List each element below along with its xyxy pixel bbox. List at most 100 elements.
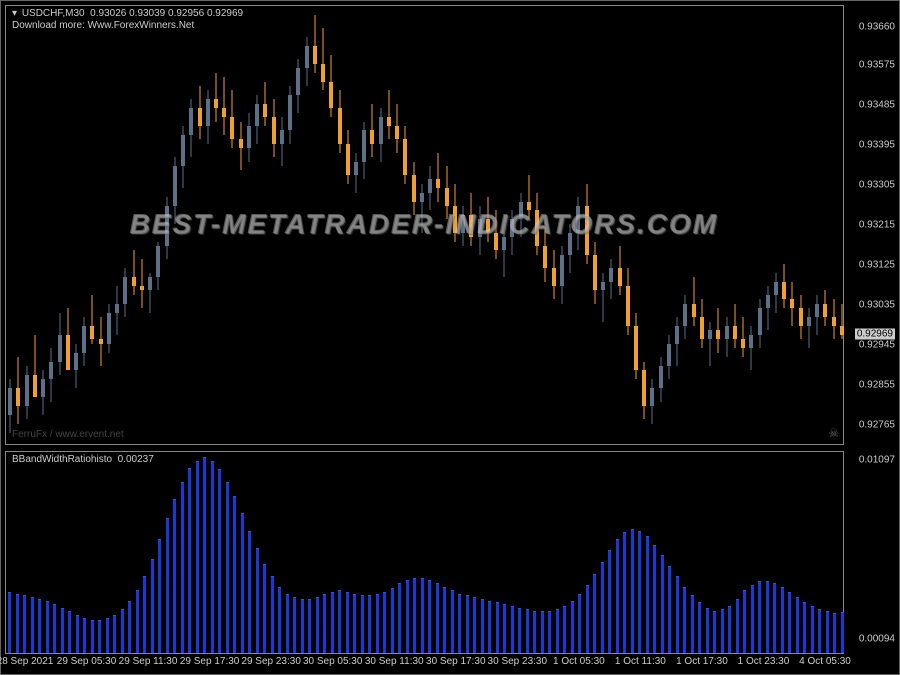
histogram-bar <box>556 609 559 653</box>
histogram-bar <box>563 606 566 653</box>
histogram-bar <box>286 594 289 653</box>
histogram-bar <box>653 545 656 653</box>
time-tick: 30 Sep 11:30 <box>365 656 424 667</box>
price-axis: 0.92969 0.927650.928550.929450.930350.93… <box>845 5 897 445</box>
histogram-bar <box>391 588 394 653</box>
histogram-bar <box>136 590 139 653</box>
histogram-bar <box>316 597 319 653</box>
histogram-bar <box>721 609 724 653</box>
histogram-bar <box>698 602 701 653</box>
histogram-bar <box>91 620 94 653</box>
histogram-bar <box>361 595 364 653</box>
indicator-tick: 0.01097 <box>859 455 895 466</box>
histogram-bar <box>196 461 199 653</box>
histogram-bar <box>23 595 26 653</box>
histogram-bar <box>61 608 64 653</box>
histogram-bar <box>518 608 521 653</box>
histogram-bar <box>308 599 311 653</box>
chart-window: ▾ USDCHF,M30 0.93026 0.93039 0.92956 0.9… <box>0 0 900 675</box>
histogram-bar <box>841 612 844 653</box>
price-tick: 0.92765 <box>859 420 895 431</box>
histogram-bar <box>406 580 409 653</box>
histogram-bar <box>271 576 274 653</box>
histogram-bar <box>803 602 806 653</box>
histogram-bar <box>623 532 626 653</box>
dropdown-icon: ▾ <box>12 8 17 19</box>
histogram-bar <box>488 601 491 653</box>
histogram-bar <box>773 583 776 653</box>
histogram-bar <box>443 587 446 653</box>
indicator-title: BBandWidthRatiohisto 0.00237 <box>12 454 154 465</box>
histogram-bar <box>481 599 484 653</box>
histogram-bar <box>398 583 401 653</box>
main-chart-panel[interactable]: ▾ USDCHF,M30 0.93026 0.93039 0.92956 0.9… <box>5 5 844 445</box>
histogram-bar <box>751 585 754 653</box>
histogram-bar <box>511 606 514 653</box>
histogram-bar <box>46 601 49 653</box>
histogram-bar <box>473 597 476 653</box>
histogram-bar <box>338 590 341 653</box>
histogram-bar <box>503 604 506 653</box>
time-tick: 4 Oct 05:30 <box>799 656 851 667</box>
histogram-bar <box>541 611 544 653</box>
histogram-area[interactable] <box>6 452 843 653</box>
indicator-tick: 0.00094 <box>859 634 895 645</box>
histogram-bar <box>293 597 296 653</box>
histogram-bar <box>353 594 356 653</box>
indicator-name: BBandWidthRatiohisto <box>12 454 112 465</box>
histogram-bar <box>796 597 799 653</box>
time-tick: 29 Sep 23:30 <box>241 656 301 667</box>
histogram-bar <box>758 581 761 653</box>
histogram-bar <box>818 609 821 653</box>
histogram-bar <box>98 620 101 653</box>
histogram-bar <box>533 611 536 653</box>
histogram-bar <box>263 564 266 653</box>
time-tick: 28 Sep 2021 <box>0 656 53 667</box>
indicator-panel[interactable]: BBandWidthRatiohisto 0.00237 <box>5 451 844 654</box>
histogram-bar <box>226 482 229 653</box>
time-tick: 29 Sep 11:30 <box>119 656 178 667</box>
current-price-box: 0.92969 <box>855 329 895 340</box>
histogram-bar <box>578 594 581 653</box>
histogram-bar <box>421 578 424 653</box>
indicator-axis: 0.00094 0.01097 <box>845 451 897 654</box>
histogram-bar <box>128 601 131 653</box>
histogram-bar <box>143 576 146 653</box>
histogram-bar <box>383 592 386 653</box>
time-tick: 1 Oct 23:30 <box>738 656 790 667</box>
ohlc-label: 0.93026 0.93039 0.92956 0.92969 <box>90 8 243 19</box>
histogram-bar <box>661 555 664 653</box>
price-tick: 0.93395 <box>859 140 895 151</box>
histogram-bar <box>278 587 281 653</box>
histogram-bar <box>683 587 686 653</box>
time-tick: 1 Oct 11:30 <box>615 656 666 667</box>
histogram-bar <box>346 592 349 653</box>
histogram-bar <box>121 609 124 653</box>
histogram-bar <box>151 559 154 653</box>
histogram-bar <box>331 592 334 653</box>
histogram-bar <box>188 468 191 653</box>
histogram-bar <box>53 604 56 653</box>
histogram-bar <box>106 618 109 653</box>
credit-label: FerruFx / www.ervent.net <box>12 429 124 440</box>
histogram-bar <box>166 518 169 653</box>
histogram-bar <box>593 574 596 653</box>
histogram-bar <box>466 595 469 653</box>
histogram-bar <box>833 613 836 653</box>
histogram-bar <box>526 609 529 653</box>
histogram-bar <box>38 599 41 653</box>
histogram-bar <box>16 594 19 653</box>
histogram-bar <box>218 469 221 653</box>
symbol-label: USDCHF,M30 <box>22 8 85 19</box>
histogram-bar <box>736 599 739 653</box>
histogram-bar <box>601 562 604 653</box>
histogram-bar <box>181 482 184 653</box>
histogram-bar <box>826 611 829 653</box>
histogram-bar <box>211 461 214 653</box>
histogram-bar <box>811 606 814 653</box>
chart-title: ▾ USDCHF,M30 0.93026 0.93039 0.92956 0.9… <box>12 8 243 19</box>
histogram-bar <box>766 581 769 653</box>
time-tick: 1 Oct 05:30 <box>553 656 605 667</box>
time-tick: 29 Sep 17:30 <box>180 656 240 667</box>
histogram-bar <box>646 536 649 653</box>
